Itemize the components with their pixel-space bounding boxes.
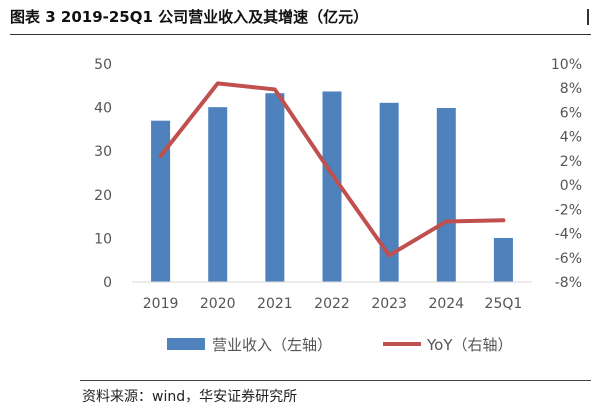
revenue-bar	[265, 93, 285, 282]
left-axis-tick-label: 40	[94, 101, 112, 117]
source-divider	[80, 380, 591, 381]
revenue-bars	[151, 91, 513, 283]
yoy-line-series	[158, 81, 506, 258]
left-axis: 0 10 20 30 40 50	[94, 57, 112, 291]
figure-title: 图表 3 2019-25Q1 公司营业收入及其增速（亿元）	[10, 8, 369, 26]
right-axis-tick-label: 2%	[560, 154, 582, 170]
legend: 营业收入（左轴） YoY（右轴）	[167, 336, 513, 354]
revenue-bar	[322, 91, 342, 282]
right-axis-tick-label: 0%	[560, 178, 582, 194]
x-axis-tick-label: 2024	[428, 296, 464, 312]
corner-mark	[587, 9, 589, 25]
right-axis-tick-label: 6%	[560, 105, 582, 121]
left-axis-tick-label: 20	[94, 188, 112, 204]
x-axis-tick-label: 2021	[257, 296, 293, 312]
right-axis-tick-label: -2%	[555, 202, 582, 218]
revenue-bar	[379, 102, 399, 282]
x-axis: 2019 2020 2021 2022 2023 2024 25Q1	[143, 296, 523, 312]
right-axis: -8% -6% -4% -2% 0% 2% 4% 6% 8% 10%	[551, 57, 582, 291]
left-axis-tick-label: 0	[103, 275, 112, 291]
left-axis-tick-label: 50	[94, 57, 112, 73]
left-axis-tick-label: 30	[94, 144, 112, 160]
revenue-bar	[208, 107, 228, 282]
x-axis-tick-label: 2022	[314, 296, 350, 312]
revenue-bar	[493, 237, 513, 282]
right-axis-tick-label: 8%	[560, 81, 582, 97]
legend-bar-swatch	[167, 338, 205, 350]
legend-bar-label: 营业收入（左轴）	[212, 336, 332, 354]
revenue-yoy-chart: 0 10 20 30 40 50 -8% -6% -4% -2% 0% 2% 4% 6% 8% 10% 20…	[94, 57, 582, 354]
right-axis-tick-label: -4%	[555, 227, 582, 243]
left-axis-tick-label: 10	[94, 231, 112, 247]
source-note: 资料来源：wind，华安证券研究所	[82, 389, 298, 405]
yoy-line	[158, 81, 506, 258]
revenue-bar	[151, 120, 171, 283]
revenue-bar	[436, 108, 456, 282]
right-axis-tick-label: -8%	[555, 275, 582, 291]
x-axis-tick-label: 2019	[143, 296, 179, 312]
x-axis-tick-label: 2020	[200, 296, 236, 312]
x-axis-tick-label: 25Q1	[485, 296, 523, 312]
x-axis-tick-label: 2023	[371, 296, 407, 312]
legend-line-label: YoY（右轴）	[426, 336, 513, 354]
right-axis-tick-label: 10%	[551, 57, 582, 73]
right-axis-tick-label: 4%	[560, 130, 582, 146]
right-axis-tick-label: -6%	[555, 251, 582, 267]
title-divider	[10, 34, 591, 35]
